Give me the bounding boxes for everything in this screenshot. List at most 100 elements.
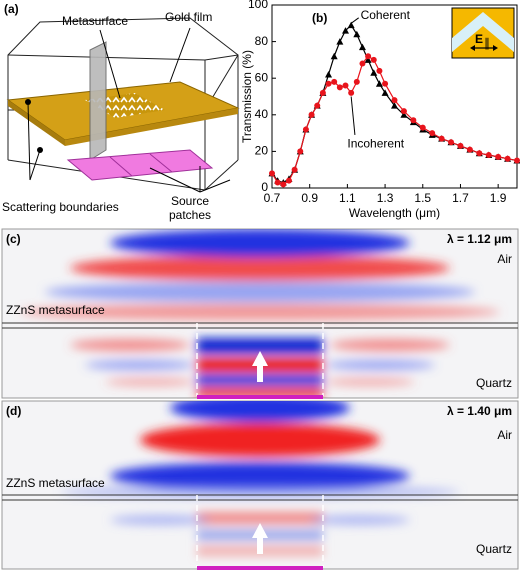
marker — [370, 56, 377, 63]
wavelength: λ = 1.40 μm — [447, 404, 512, 418]
panel-b: 0 20 40 60 80 100 0.7 0.9 1.1 1.3 1.5 1.7 1.9 Wavelen… — [240, 0, 520, 220]
marker — [347, 21, 355, 29]
panel-d: (d) λ = 1.40 μm Air ZZnS metasurface Qua… — [1, 400, 519, 570]
marker — [325, 80, 332, 87]
marker — [314, 102, 321, 109]
marker — [381, 89, 389, 96]
leader — [199, 179, 231, 193]
marker — [280, 181, 287, 188]
symmetry-plane — [89, 41, 107, 161]
arrowhead — [493, 45, 498, 51]
panel-label: (d) — [6, 404, 21, 418]
region-label: ZZnS metasurface — [6, 303, 105, 317]
inset-slot — [452, 12, 514, 52]
marker — [319, 89, 326, 96]
x-tick-label: 0.9 — [301, 191, 318, 205]
marker — [302, 126, 309, 133]
panel-label: (b) — [312, 11, 327, 25]
marker — [342, 27, 349, 34]
x-tick-label: 1.1 — [339, 191, 356, 205]
marker — [336, 38, 344, 45]
marker — [457, 142, 464, 149]
leader — [350, 17, 359, 24]
x-tick-label: 1.9 — [490, 191, 507, 205]
label: Scattering boundaries — [2, 200, 119, 214]
series-label: Incoherent — [347, 136, 404, 150]
marker — [370, 69, 378, 76]
marker — [495, 153, 502, 160]
series-label: Coherent — [361, 8, 411, 22]
leader — [29, 149, 41, 181]
marker — [348, 89, 355, 96]
marker — [400, 111, 408, 118]
marker — [438, 135, 445, 142]
marker — [330, 52, 338, 60]
marker — [331, 78, 338, 85]
region-label: Air — [497, 252, 512, 266]
panel-c: (c) λ = 1.12 μm Air ZZnS metasurface Qua… — [1, 228, 519, 399]
leader — [99, 29, 121, 99]
source-patches — [66, 149, 214, 181]
label: Source — [171, 194, 209, 208]
gold-edge — [65, 108, 238, 146]
panel-a: (a) Metasurface Gold film Scattering bou… — [2, 2, 240, 222]
marker — [419, 124, 426, 131]
wavelength: λ = 1.12 μm — [447, 232, 512, 246]
source — [197, 566, 323, 570]
marker — [410, 117, 417, 124]
leader — [169, 27, 191, 83]
marker — [382, 80, 389, 87]
x-axis-label: Wavelength (μm) — [349, 206, 440, 220]
panel-label: (a) — [4, 2, 19, 16]
marker — [359, 60, 366, 67]
inset-label: E — [475, 32, 483, 46]
region-label: ZZnS metasurface — [6, 476, 105, 490]
marker — [476, 150, 483, 157]
marker — [358, 43, 366, 51]
arrow — [252, 523, 268, 554]
box-edge — [7, 54, 239, 61]
y-tick-label: 80 — [255, 34, 269, 48]
x-tick-label: 1.5 — [414, 191, 431, 205]
marker — [285, 177, 292, 184]
arrow — [252, 351, 268, 382]
label: Metasurface — [62, 14, 128, 28]
y-axis-label: Transmission (%) — [240, 50, 254, 143]
marker — [400, 108, 407, 115]
y-tick-label: 60 — [255, 70, 269, 84]
x-tick-label: 1.3 — [377, 191, 394, 205]
source — [197, 395, 323, 399]
patch-divider — [149, 153, 173, 173]
marker — [391, 97, 398, 104]
marker — [504, 155, 511, 162]
marker — [364, 56, 372, 63]
inset-subscript: ∥ — [484, 36, 490, 50]
patch-divider — [109, 156, 133, 177]
plot-frame — [271, 4, 518, 189]
series-line — [271, 55, 518, 185]
leader — [350, 96, 356, 135]
marker — [336, 84, 343, 91]
marker — [466, 146, 473, 153]
label: patches — [169, 208, 211, 222]
marker — [269, 170, 275, 177]
leader-dot — [37, 147, 43, 153]
marker — [325, 71, 333, 78]
leader-dot — [25, 99, 31, 105]
marker — [485, 152, 492, 159]
y-tick-label: 20 — [255, 144, 269, 158]
arrowhead — [470, 45, 475, 51]
region-label: Quartz — [476, 376, 512, 390]
leader — [27, 101, 31, 181]
region-label: Air — [497, 428, 512, 442]
gold-edge — [8, 100, 65, 146]
label: Gold film — [165, 10, 212, 24]
marker — [353, 78, 360, 85]
leader — [149, 167, 201, 193]
marker — [297, 148, 304, 155]
marker — [342, 82, 349, 89]
marker — [375, 80, 383, 87]
panel-label: (c) — [6, 232, 21, 246]
y-tick-label: 0 — [261, 180, 268, 194]
